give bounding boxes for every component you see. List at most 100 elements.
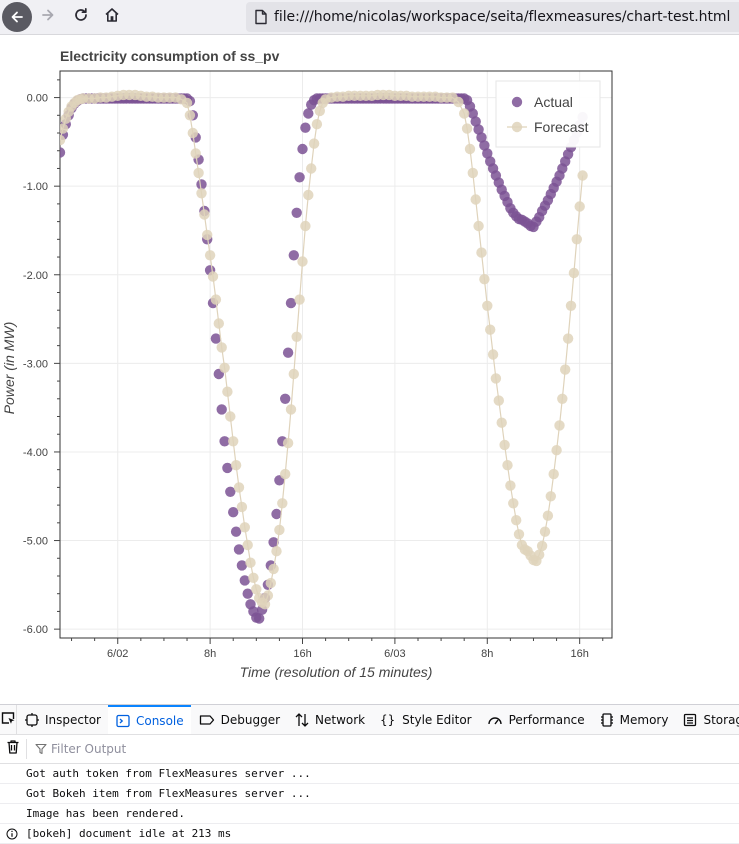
- actual-point: [225, 486, 236, 497]
- actual-point: [228, 507, 239, 518]
- url-bar[interactable]: file:///home/nicolas/workspace/seita/fle…: [246, 2, 739, 32]
- x-tick-label: 8h: [481, 648, 493, 660]
- y-tick-label: -1.00: [23, 181, 48, 193]
- clear-console-button[interactable]: [0, 739, 26, 759]
- actual-point: [230, 526, 242, 537]
- storage-icon: [683, 713, 697, 727]
- actual-point: [467, 108, 478, 119]
- filter-output-input[interactable]: [51, 742, 351, 756]
- actual-point: [285, 297, 297, 309]
- actual-point: [288, 250, 299, 261]
- forecast-point: [473, 220, 484, 232]
- forecast-point: [300, 220, 311, 232]
- forecast-point: [280, 468, 291, 480]
- forecast-point: [233, 482, 245, 493]
- actual-point: [210, 333, 222, 344]
- actual-point: [239, 575, 250, 586]
- forecast-point: [274, 524, 285, 536]
- forecast-point: [248, 572, 259, 583]
- forecast-point: [282, 437, 294, 449]
- actual-point: [196, 179, 207, 190]
- forecast-point: [536, 540, 548, 552]
- forecast-point: [207, 271, 219, 282]
- actual-point: [242, 588, 253, 599]
- trash-icon: [6, 739, 20, 759]
- forecast-point: [482, 300, 493, 311]
- forecast-point: [222, 386, 233, 397]
- forecast-point: [213, 318, 224, 329]
- devtools-tab-style-editor[interactable]: {} Style Editor: [372, 705, 478, 734]
- console-message-text: Image has been rendered.: [26, 807, 185, 820]
- devtools-tab-memory[interactable]: Memory: [592, 705, 676, 734]
- chart-legend: Actual Forecast: [495, 80, 601, 148]
- reload-icon: [73, 7, 89, 27]
- devtools-tab-debugger[interactable]: Debugger: [191, 705, 287, 734]
- forecast-point: [297, 256, 308, 267]
- actual-point: [233, 544, 245, 555]
- filter-separator: [26, 739, 27, 759]
- console-message-text: Got auth token from FlexMeasures server …: [26, 767, 311, 780]
- console-message: [bokeh] document idle at 213 ms: [0, 824, 739, 844]
- y-axis-label: Power (in MW): [1, 322, 17, 415]
- actual-point: [268, 537, 279, 548]
- home-button[interactable]: [97, 2, 127, 32]
- forecast-point: [539, 526, 551, 537]
- forecast-point: [557, 393, 568, 404]
- reload-button[interactable]: [66, 2, 96, 32]
- forward-button[interactable]: [33, 2, 63, 32]
- performance-icon: [487, 713, 503, 727]
- forecast-point: [574, 201, 585, 212]
- actual-point: [476, 132, 487, 143]
- console-filter-bar: [0, 735, 739, 764]
- forecast-point: [262, 590, 274, 601]
- y-tick-label: 0.00: [27, 93, 48, 105]
- forecast-point: [199, 209, 210, 220]
- info-icon: [6, 828, 18, 843]
- svg-text:{}: {}: [380, 713, 395, 727]
- forecast-point: [228, 436, 239, 447]
- inspector-icon: [25, 712, 39, 727]
- console-icon: [116, 714, 130, 728]
- y-tick-label: -2.00: [23, 270, 48, 282]
- forecast-point: [499, 439, 510, 451]
- back-button[interactable]: [0, 2, 34, 32]
- forecast-point: [277, 498, 288, 509]
- legend-forecast-marker: [511, 121, 523, 133]
- actual-point: [300, 122, 311, 133]
- forecast-point: [268, 563, 279, 575]
- console-output: Got auth token from FlexMeasures server …: [0, 764, 739, 844]
- forecast-point: [548, 468, 559, 480]
- actual-point: [303, 108, 314, 119]
- forecast-point: [513, 529, 525, 540]
- devtools-tab-console[interactable]: Console: [107, 705, 191, 734]
- forecast-point: [271, 546, 282, 557]
- forecast-point: [204, 250, 216, 261]
- devtools-tab-label: Style Editor: [402, 712, 472, 727]
- devtools-tab-label: Console: [135, 713, 184, 728]
- forecast-point: [479, 274, 490, 285]
- devtools-tab-storage[interactable]: Storage: [675, 705, 739, 734]
- actual-point: [473, 124, 484, 135]
- network-icon: [295, 712, 309, 727]
- element-picker-button[interactable]: [0, 705, 17, 734]
- forecast-point: [554, 420, 565, 431]
- actual-point: [294, 172, 305, 183]
- forecast-point: [242, 539, 253, 551]
- forecast-point: [225, 411, 236, 422]
- console-message: Got auth token from FlexMeasures server …: [0, 764, 739, 784]
- actual-point: [280, 393, 291, 404]
- forecast-point: [496, 417, 507, 428]
- forecast-point: [562, 333, 574, 344]
- devtools-tab-inspector[interactable]: Inspector: [17, 705, 108, 734]
- forecast-point: [511, 515, 522, 526]
- forecast-point: [314, 105, 325, 117]
- home-icon: [104, 7, 120, 27]
- forecast-point: [288, 368, 299, 380]
- devtools-tab-performance[interactable]: Performance: [479, 705, 592, 734]
- forecast-point: [193, 167, 204, 179]
- forecast-point: [490, 373, 502, 384]
- forecast-point: [476, 247, 487, 258]
- forecast-point: [534, 549, 545, 560]
- devtools-tab-network[interactable]: Network: [287, 705, 372, 734]
- x-axis-label: Time (resolution of 15 minutes): [240, 664, 433, 680]
